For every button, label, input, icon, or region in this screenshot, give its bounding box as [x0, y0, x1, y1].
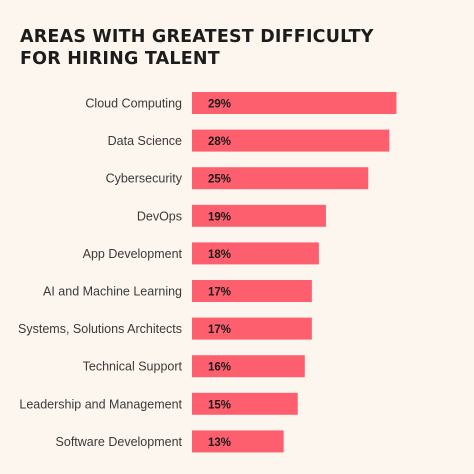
value-label-8: 15%: [208, 399, 231, 411]
value-label-6: 17%: [208, 324, 231, 336]
value-label-0: 29%: [208, 99, 231, 111]
bar-4: [192, 242, 319, 265]
bar-7: [192, 355, 305, 378]
category-label-3: DevOps: [137, 209, 182, 223]
bar-0: [192, 92, 397, 114]
category-label-9: Software Development: [56, 435, 183, 449]
value-label-1: 28%: [208, 136, 231, 148]
value-label-5: 17%: [208, 287, 231, 299]
value-label-3: 19%: [208, 211, 231, 223]
bar-5: [192, 280, 312, 302]
chart-title-line-1: AREAS WITH GREATEST DIFFICULTY: [20, 27, 374, 47]
category-label-6: Systems, Solutions Architects: [18, 322, 182, 336]
bar-1: [192, 129, 390, 152]
category-label-0: Cloud Computing: [85, 97, 182, 111]
category-label-5: AI and Machine Learning: [43, 285, 182, 299]
value-label-7: 16%: [208, 362, 231, 374]
chart-title-line-2: FOR HIRING TALENT: [20, 49, 220, 69]
bar-9: [192, 430, 284, 453]
value-label-9: 13%: [208, 437, 231, 449]
category-label-8: Leadership and Management: [19, 397, 182, 411]
bar-6: [192, 317, 312, 340]
value-label-4: 18%: [208, 249, 231, 261]
category-label-4: App Development: [83, 247, 183, 261]
bar-2: [192, 167, 369, 190]
chart-title: AREAS WITH GREATEST DIFFICULTY FOR HIRIN…: [20, 26, 460, 70]
category-label-1: Data Science: [108, 134, 182, 148]
value-label-2: 25%: [208, 174, 231, 186]
bar-8: [192, 392, 298, 415]
bar-3: [192, 204, 326, 227]
category-label-7: Technical Support: [83, 360, 183, 374]
category-label-2: Cybersecurity: [106, 172, 183, 186]
